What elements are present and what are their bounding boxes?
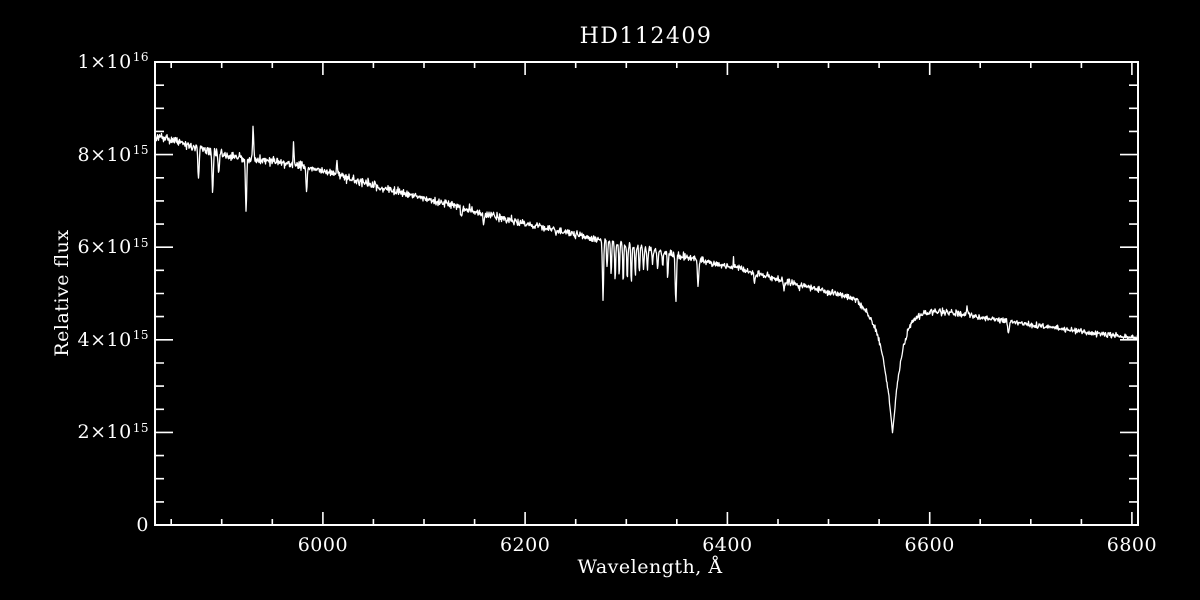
x-axis-label: Wavelength, Å bbox=[577, 556, 723, 578]
x-tick-label: 6200 bbox=[499, 534, 551, 556]
y-axis-label: Relative flux bbox=[51, 229, 73, 357]
x-tick-label: 6000 bbox=[297, 534, 349, 556]
spectrum-line bbox=[155, 125, 1138, 434]
x-tick-label: 6800 bbox=[1106, 534, 1158, 556]
x-tick-label: 6400 bbox=[702, 534, 753, 556]
axis-ticks bbox=[155, 61, 1138, 526]
y-tick-label: 1×1016 bbox=[77, 50, 149, 73]
y-tick-label: 2×1015 bbox=[77, 420, 149, 444]
y-tick-label: 0 bbox=[136, 514, 149, 536]
y-tick-label: 6×1015 bbox=[77, 235, 149, 259]
y-tick-label: 4×1015 bbox=[77, 328, 149, 351]
x-tick-label: 6600 bbox=[904, 534, 955, 556]
axes-box bbox=[154, 61, 1139, 526]
chart-title: HD112409 bbox=[579, 24, 713, 49]
y-tick-label: 8×1015 bbox=[77, 143, 149, 166]
